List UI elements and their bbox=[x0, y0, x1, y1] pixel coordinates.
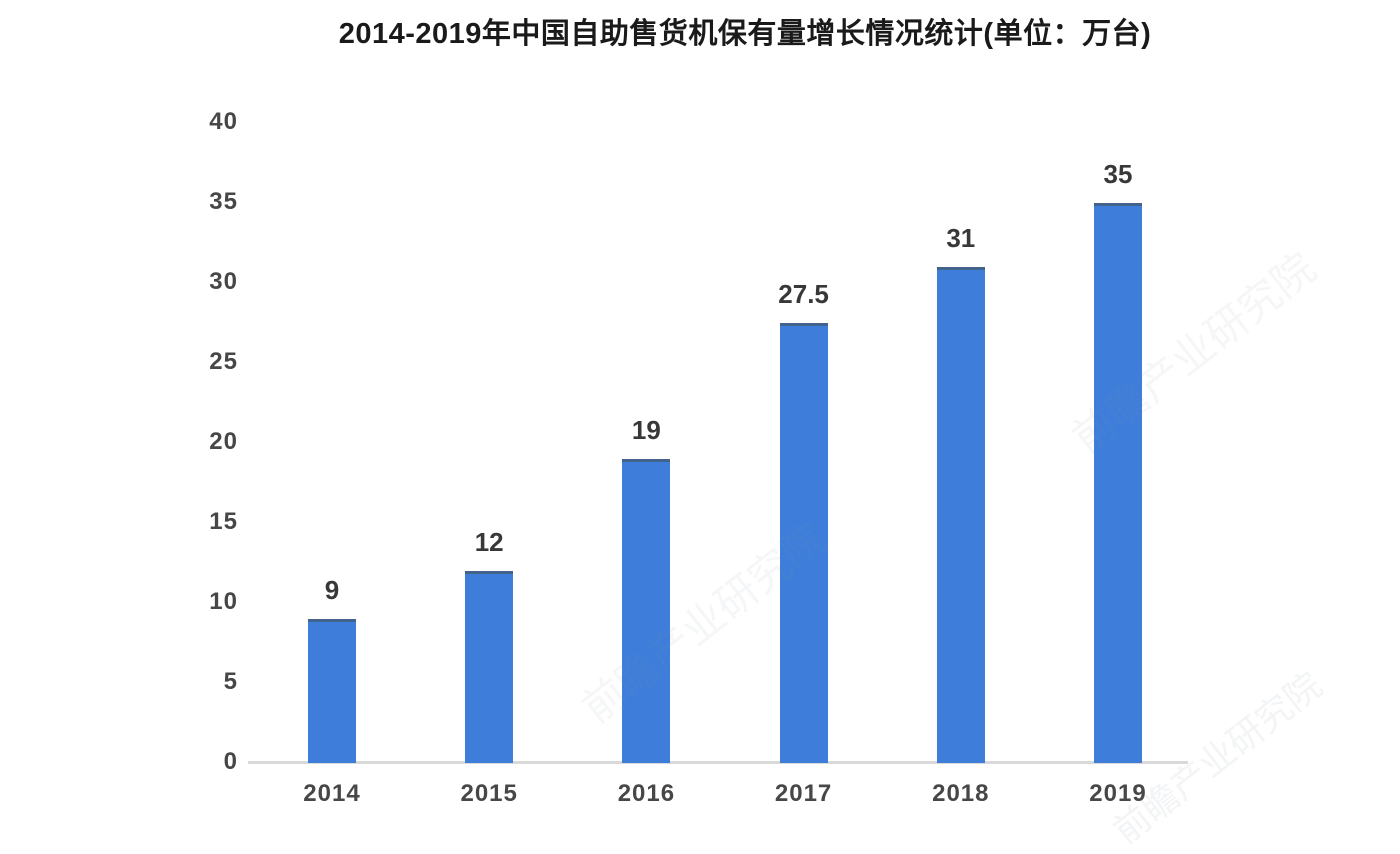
y-tick-label: 15 bbox=[209, 508, 238, 535]
y-tick-label: 5 bbox=[223, 668, 238, 695]
bar-value-label: 31 bbox=[946, 223, 976, 253]
x-tick-label: 2017 bbox=[774, 780, 833, 807]
bar-2018 bbox=[936, 267, 985, 763]
x-axis-line bbox=[248, 761, 1188, 764]
bar-2017 bbox=[779, 323, 828, 763]
bar-2014 bbox=[308, 619, 356, 763]
bar-value-label: 27.5 bbox=[778, 279, 829, 309]
bar-value-label: 35 bbox=[1103, 159, 1133, 189]
bar-value-label: 12 bbox=[474, 527, 504, 557]
y-tick-label: 20 bbox=[209, 428, 238, 455]
y-tick-label: 30 bbox=[209, 268, 238, 295]
chart-title: 2014-2019年中国自助售货机保有量增长情况统计(单位：万台) bbox=[338, 18, 1152, 50]
x-tick-label: 2014 bbox=[303, 780, 361, 807]
bar-chart: 2014-2019年中国自助售货机保有量增长情况统计(单位：万台) 0 5 10 15… bbox=[209, 18, 1329, 852]
x-tick-label: 2015 bbox=[460, 780, 518, 807]
x-tick-label: 2016 bbox=[617, 780, 676, 807]
y-tick-label: 35 bbox=[209, 188, 238, 215]
y-tick-label: 10 bbox=[209, 588, 238, 615]
y-tick-label: 25 bbox=[209, 348, 238, 375]
y-tick-label: 40 bbox=[209, 108, 238, 135]
bar-value-label: 19 bbox=[631, 415, 661, 445]
bar-2019 bbox=[1094, 203, 1142, 763]
bar-value-label: 9 bbox=[324, 575, 340, 605]
bar-2015 bbox=[465, 571, 514, 763]
x-tick-label: 2019 bbox=[1089, 780, 1147, 807]
y-tick-label: 0 bbox=[223, 748, 238, 775]
x-tick-label: 2018 bbox=[932, 780, 990, 807]
bar-2016 bbox=[622, 459, 671, 763]
